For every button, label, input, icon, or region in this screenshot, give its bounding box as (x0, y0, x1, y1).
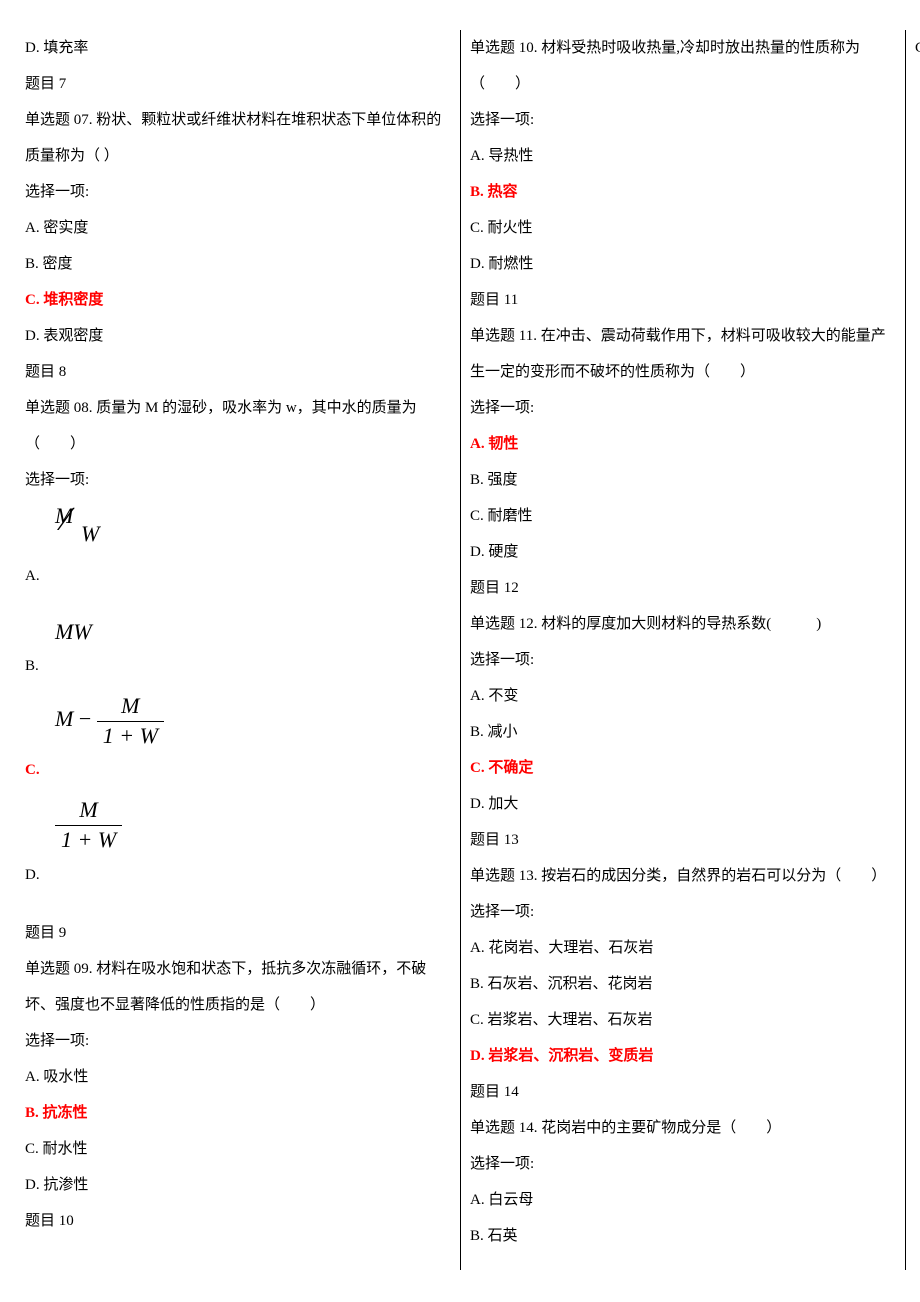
q9-option-d: D. 抗渗性 (25, 1167, 450, 1203)
q9-option-b: B. 抗冻性 (25, 1095, 450, 1131)
q11-option-b: B. 强度 (470, 462, 895, 498)
q7-option-a: A. 密实度 (25, 210, 450, 246)
q14-select-prompt: 选择一项: (470, 1146, 895, 1182)
q10-option-c: C. 耐火性 (470, 210, 895, 246)
q6-option-d: D. 填充率 (25, 30, 450, 66)
q14-title: 题目 14 (470, 1074, 895, 1110)
q12-title: 题目 12 (470, 570, 895, 606)
q10-select-prompt: 选择一项: (470, 102, 895, 138)
q13-title: 题目 13 (470, 822, 895, 858)
q8-option-c: M − M 1 + W C. (25, 692, 450, 788)
q9-select-prompt: 选择一项: (25, 1023, 450, 1059)
q8-option-d-label: D. (25, 867, 40, 883)
q10-title: 题目 10 (25, 1203, 450, 1239)
q13-select-prompt: 选择一项: (470, 894, 895, 930)
q7-select-prompt: 选择一项: (25, 174, 450, 210)
q11-title: 题目 11 (470, 282, 895, 318)
q11-stem: 单选题 11. 在冲击、震动荷载作用下，材料可吸收较大的能量产生一定的变形而不破… (470, 318, 895, 390)
q11-option-c: C. 耐磨性 (470, 498, 895, 534)
q7-option-b: B. 密度 (25, 246, 450, 282)
q12-select-prompt: 选择一项: (470, 642, 895, 678)
q14-stem: 单选题 14. 花岗岩中的主要矿物成分是（ ） (470, 1110, 895, 1146)
q13-option-a: A. 花岗岩、大理岩、石灰岩 (470, 930, 895, 966)
q12-option-d: D. 加大 (470, 786, 895, 822)
q13-stem: 单选题 13. 按岩石的成因分类，自然界的岩石可以分为（ ） (470, 858, 895, 894)
q8-option-d: M 1 + W D. (25, 796, 450, 892)
q8-formula-c-left: M (55, 706, 73, 731)
q8-formula-c-den: 1 + W (97, 722, 164, 751)
q9-option-c: C. 耐水性 (25, 1131, 450, 1167)
q10-stem: 单选题 10. 材料受热时吸收热量,冷却时放出热量的性质称为（ ） (470, 30, 895, 102)
q13-option-c: C. 岩浆岩、大理岩、石灰岩 (470, 1002, 895, 1038)
q8-formula-c: M − M 1 + W (55, 692, 450, 750)
q10-option-d: D. 耐燃性 (470, 246, 895, 282)
q8-formula-d: M 1 + W (55, 796, 450, 854)
q8-formula-c-num: M (97, 692, 164, 722)
q11-option-d: D. 硬度 (470, 534, 895, 570)
q7-title: 题目 7 (25, 66, 450, 102)
q14-option-b: B. 石英 (470, 1218, 895, 1254)
q14-option-c: C. 方解石 (915, 30, 920, 66)
q13-option-b: B. 石灰岩、沉积岩、花岗岩 (470, 966, 895, 1002)
q8-option-a: M ∕ W A. (25, 506, 450, 594)
q13-option-d: D. 岩浆岩、沉积岩、变质岩 (470, 1038, 895, 1074)
q11-option-a: A. 韧性 (470, 426, 895, 462)
q14-option-a: A. 白云母 (470, 1182, 895, 1218)
q10-option-a: A. 导热性 (470, 138, 895, 174)
q8-option-a-label: A. (25, 568, 40, 584)
q8-formula-a-den: W (81, 520, 99, 549)
q11-select-prompt: 选择一项: (470, 390, 895, 426)
q8-formula-d-num: M (55, 796, 122, 826)
q7-stem: 单选题 07. 粉状、颗粒状或纤维状材料在堆积状态下单位体积的质量称为（ ） (25, 102, 450, 174)
q7-option-d: D. 表观密度 (25, 318, 450, 354)
q12-option-a: A. 不变 (470, 678, 895, 714)
q9-option-a: A. 吸水性 (25, 1059, 450, 1095)
q8-title: 题目 8 (25, 354, 450, 390)
q8-option-b-label: B. (25, 658, 39, 674)
q9-stem: 单选题 09. 材料在吸水饱和状态下，抵抗多次冻融循环，不破坏、强度也不显著降低… (25, 951, 450, 1023)
q8-option-c-label: C. (25, 762, 40, 778)
q8-formula-b: MW (55, 618, 450, 647)
q8-select-prompt: 选择一项: (25, 462, 450, 498)
q12-option-c: C. 不确定 (470, 750, 895, 786)
q9-title: 题目 9 (25, 915, 450, 951)
q8-option-b: MW B. (25, 618, 450, 685)
q12-option-b: B. 减小 (470, 714, 895, 750)
q12-stem: 单选题 12. 材料的厚度加大则材料的导热系数( ) (470, 606, 895, 642)
q10-option-b: B. 热容 (470, 174, 895, 210)
q7-option-c: C. 堆积密度 (25, 282, 450, 318)
q8-formula-d-den: 1 + W (55, 826, 122, 855)
q8-stem: 单选题 08. 质量为 M 的湿砂，吸水率为 w，其中水的质量为（ ） (25, 390, 450, 462)
q8-formula-a: M ∕ W (55, 506, 450, 556)
